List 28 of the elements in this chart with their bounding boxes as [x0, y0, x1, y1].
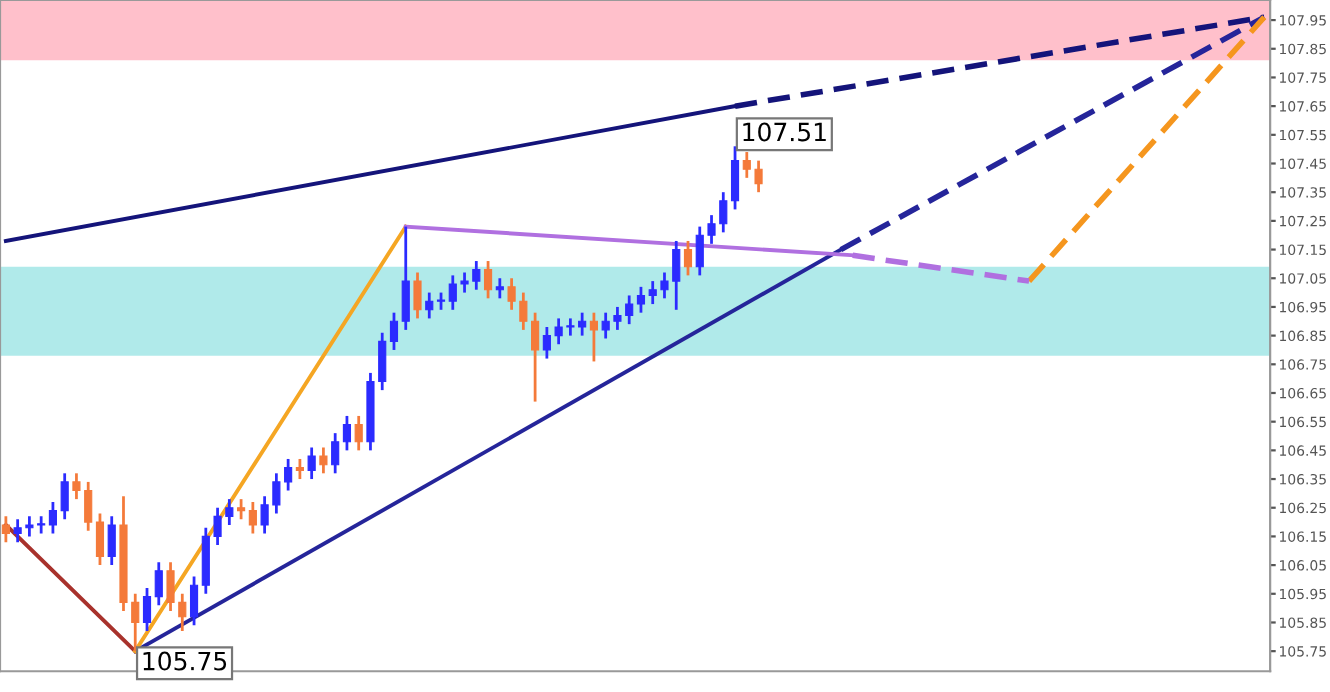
candlestick [248, 500, 257, 535]
candlestick [683, 239, 693, 277]
candlestick [331, 431, 340, 475]
candlestick [307, 446, 316, 481]
candlestick [589, 311, 598, 363]
candlestick [60, 471, 69, 521]
candlestick [1, 514, 10, 544]
candlestick [354, 414, 363, 452]
candlestick [401, 225, 410, 332]
candlestick [48, 500, 58, 535]
candlestick [342, 414, 352, 452]
candlestick [154, 560, 163, 607]
candlestick [495, 276, 504, 300]
candlestick [319, 446, 328, 475]
candlestick [237, 497, 246, 521]
annotation: 107.51 [743, 122, 826, 142]
candlestick [95, 512, 105, 567]
candlestick [730, 144, 740, 211]
annotation: 105.75 [143, 651, 227, 671]
candlestick [425, 291, 434, 320]
candlestick [295, 457, 304, 481]
candlestick [189, 575, 199, 627]
candlestick [107, 514, 116, 567]
candlestick [389, 311, 399, 352]
candlestick [142, 586, 152, 633]
candlestick [636, 285, 646, 315]
candlestick [413, 271, 422, 320]
candlestick [483, 259, 493, 300]
